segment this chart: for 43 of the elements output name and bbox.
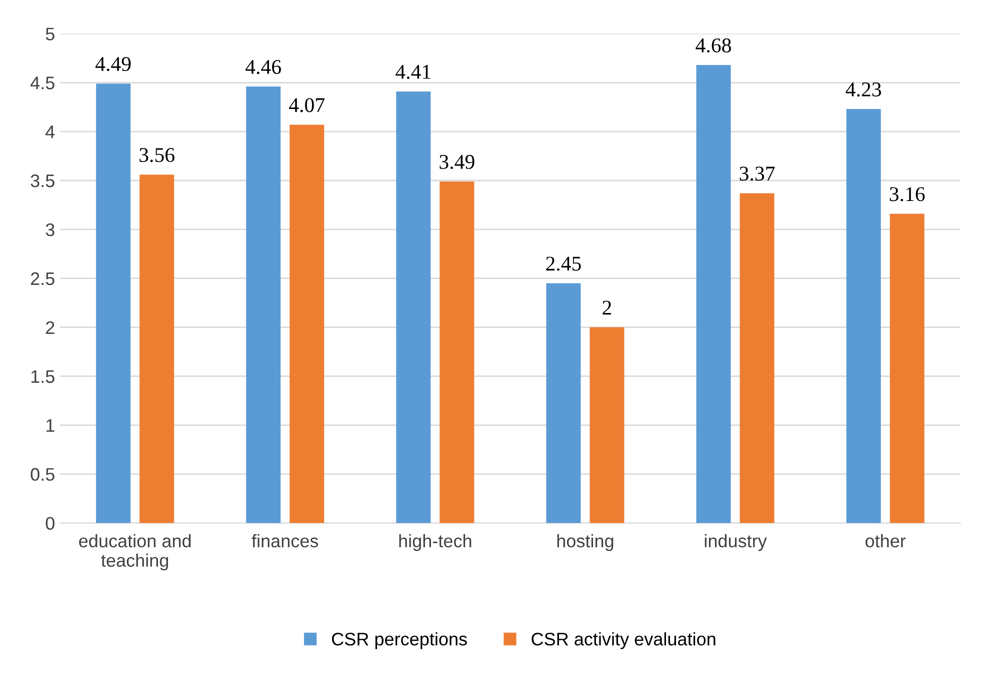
- y-tick-label: 1: [46, 419, 54, 432]
- data-label: 2.45: [546, 256, 581, 271]
- bar: [246, 86, 281, 524]
- data-label: 4.68: [696, 38, 731, 53]
- bar: [590, 327, 624, 524]
- y-tick-label: 1.5: [31, 370, 54, 383]
- y-tick-label: 0: [46, 516, 54, 530]
- bar: [890, 214, 924, 524]
- y-tick-label: 3: [46, 223, 54, 236]
- data-label: 3.37: [740, 166, 775, 181]
- y-tick-label: 4.5: [30, 76, 54, 90]
- y-tick-label: 4: [46, 126, 55, 138]
- x-tick-label: hosting: [557, 534, 614, 551]
- data-label: 4.46: [246, 60, 281, 74]
- bar: [696, 65, 731, 524]
- bar: [140, 174, 174, 524]
- data-label: 4.41: [396, 64, 430, 79]
- x-tick-label: other: [866, 534, 906, 548]
- legend-label: CSR perceptions: [332, 632, 467, 650]
- bar: [96, 84, 131, 524]
- data-label: 4.49: [95, 57, 131, 72]
- bar: [396, 91, 431, 524]
- data-label: 4.23: [846, 82, 882, 97]
- bar: [846, 109, 881, 524]
- y-tick-label: 3.5: [30, 174, 54, 188]
- data-label: 3.49: [440, 154, 474, 169]
- data-label: 4.07: [289, 98, 325, 112]
- data-label: 3.56: [140, 148, 174, 162]
- legend-label: CSR activity evaluation: [532, 632, 716, 650]
- y-tick-label: 2.5: [30, 272, 54, 286]
- bar: [546, 283, 581, 524]
- x-tick-label: high-tech: [399, 534, 472, 551]
- y-tick-label: 5: [46, 28, 54, 40]
- data-label: 2: [602, 300, 612, 315]
- y-tick-label: 2: [46, 321, 54, 334]
- x-tick-label: finances: [252, 534, 318, 548]
- data-label: 3.16: [890, 187, 925, 202]
- y-tick-label: 0.5: [30, 468, 54, 481]
- x-tick-label: education and teaching: [79, 534, 191, 570]
- x-tick-label: industry: [704, 534, 767, 551]
- bar: [740, 193, 774, 524]
- bar: [440, 181, 474, 524]
- bar: [290, 124, 324, 524]
